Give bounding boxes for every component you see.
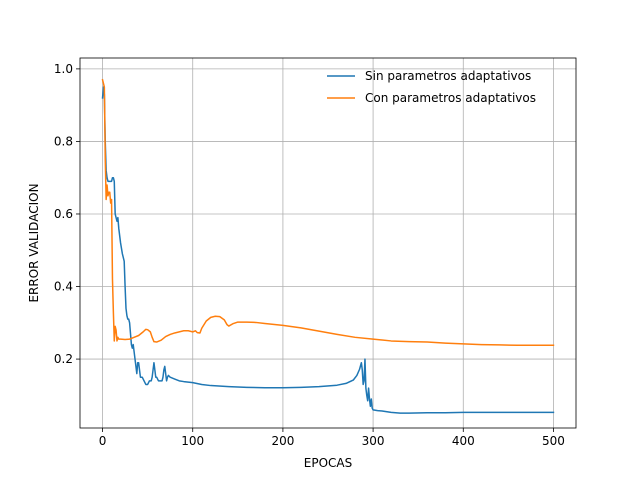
x-tick-label: 300 <box>362 434 385 448</box>
y-tick-label: 0.8 <box>54 134 73 148</box>
axis-ticks: 0 100 200 300 400 500 0.2 0.4 0.6 0.8 1.0 <box>54 62 565 448</box>
y-tick-label: 1.0 <box>54 62 73 76</box>
y-tick-label: 0.4 <box>54 280 73 294</box>
x-tick-label: 0 <box>99 434 107 448</box>
series-line-con-parametros <box>101 78 555 347</box>
legend-label-con-parametros: Con parametros adaptativos <box>365 91 536 105</box>
series-line-sin-parametros <box>101 86 555 414</box>
x-tick-label: 200 <box>271 434 294 448</box>
x-axis-label: EPOCAS <box>304 456 352 470</box>
legend-label-sin-parametros: Sin parametros adaptativos <box>365 69 531 83</box>
y-tick-label: 0.2 <box>54 352 73 366</box>
plot-series <box>101 78 555 414</box>
y-tick-label: 0.6 <box>54 207 73 221</box>
plot-frame <box>79 57 577 429</box>
legend: Sin parametros adaptativos Con parametro… <box>327 69 536 105</box>
x-tick-label: 100 <box>181 434 204 448</box>
x-tick-label: 400 <box>452 434 475 448</box>
x-tick-label: 500 <box>542 434 565 448</box>
y-axis-label: ERROR VALIDACION <box>27 183 41 302</box>
grid <box>80 58 576 428</box>
